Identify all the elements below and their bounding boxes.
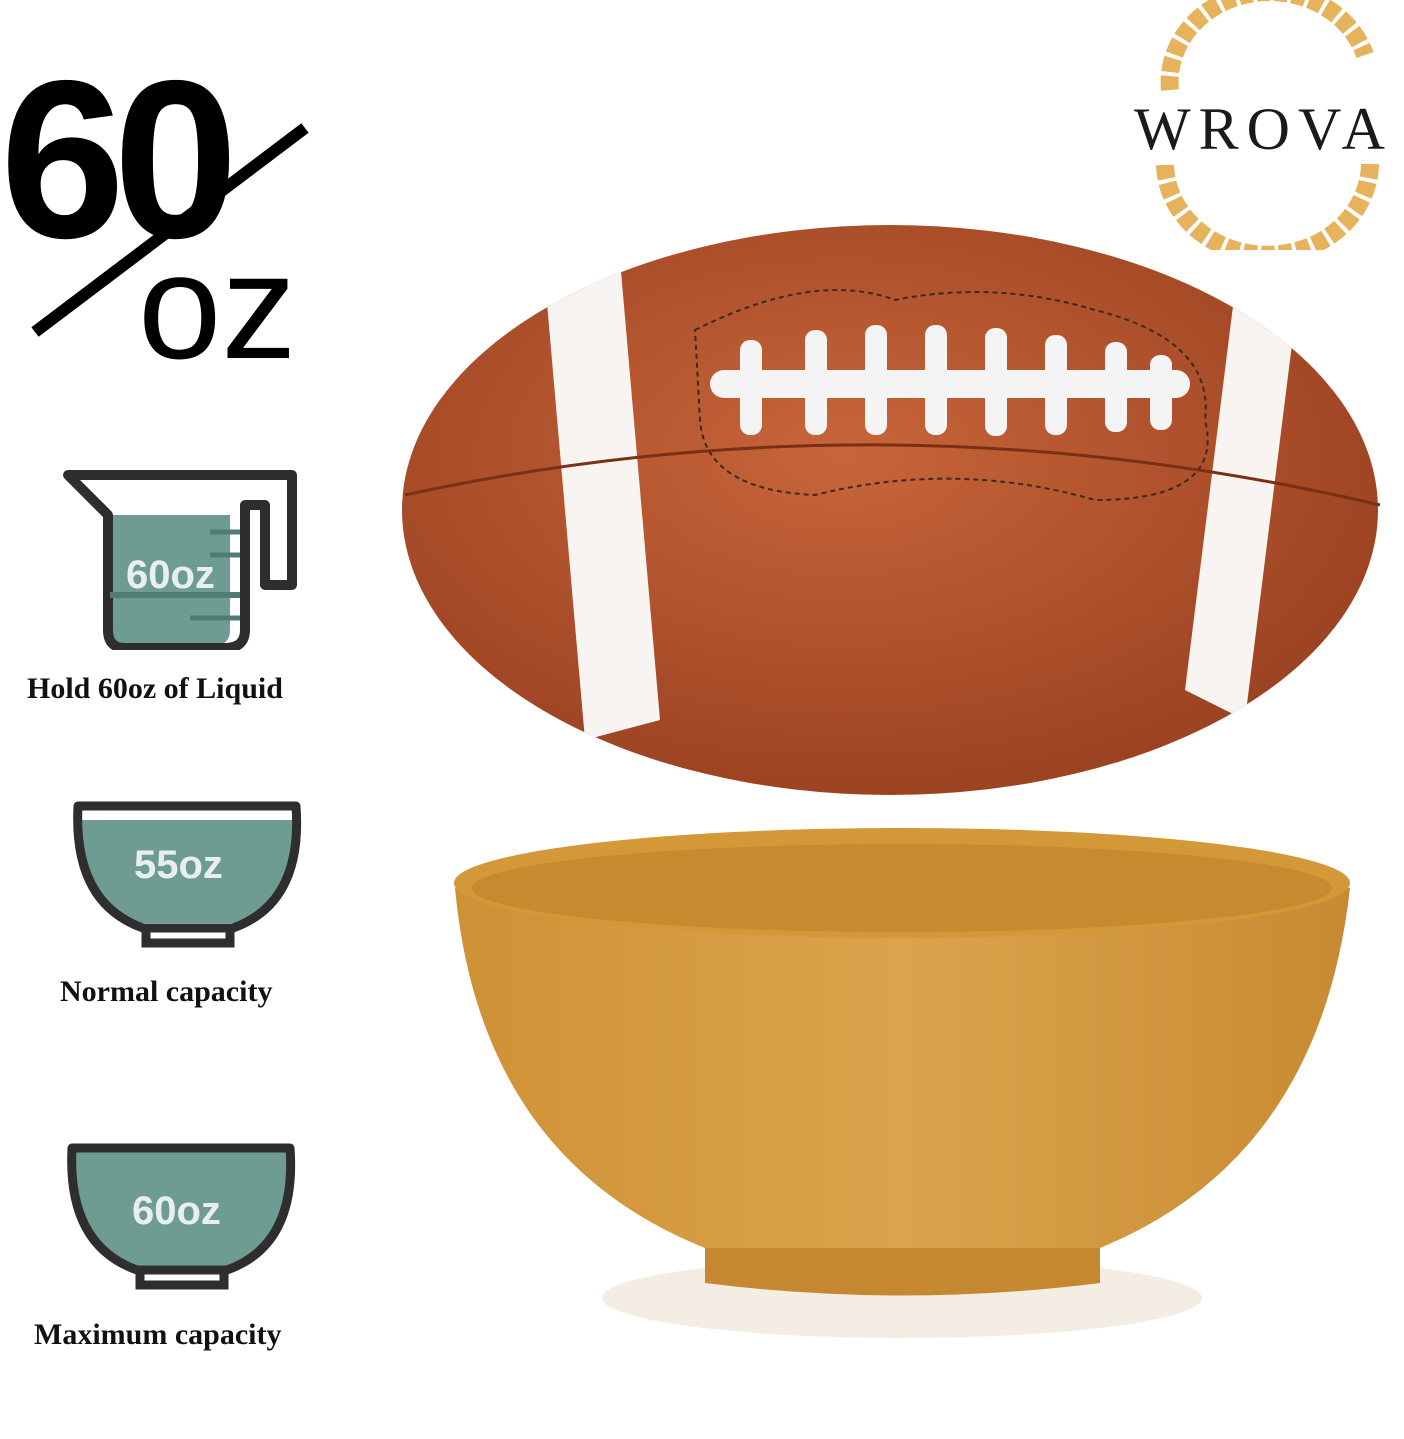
jug-capacity-label: 60oz <box>126 553 215 597</box>
slash-divider <box>31 123 309 337</box>
bowl-icon: 60oz <box>67 1143 296 1290</box>
bowl-normal-label: 55oz <box>134 843 223 887</box>
brand-logo: WROVA <box>1130 0 1404 264</box>
feature-caption: Normal capacity <box>60 975 273 1008</box>
bowl-max-label: 60oz <box>132 1189 221 1233</box>
football-image <box>402 225 1381 795</box>
feature-caption: Maximum capacity <box>34 1318 282 1351</box>
headline-unit: oz <box>138 222 297 390</box>
feature-caption: Hold 60oz of Liquid <box>27 672 283 705</box>
brand-name: WROVA <box>1134 96 1393 162</box>
bowl-icon: 55oz <box>73 801 302 948</box>
bowl-image <box>454 828 1350 1338</box>
headline-number: 60 <box>0 33 238 285</box>
measuring-jug-icon: 60oz <box>63 470 297 650</box>
